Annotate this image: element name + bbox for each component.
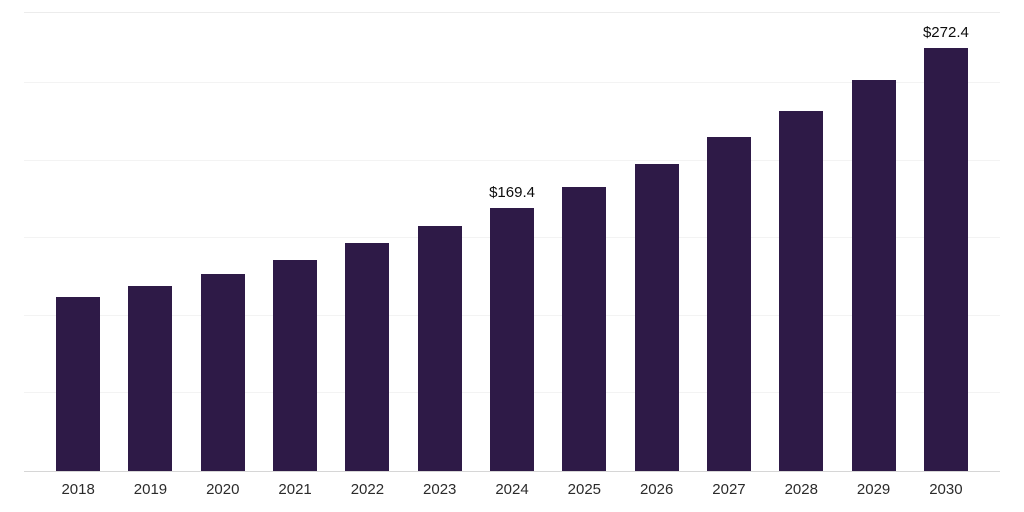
x-axis-label-2023: 2023 [423, 481, 457, 498]
plot-area: $169.4 $272.4 [24, 12, 1000, 472]
bar-slot-2022 [331, 13, 403, 471]
bar-slot-2028 [765, 13, 837, 471]
bar-2019 [128, 286, 173, 471]
bar-slot-2030: $272.4 [910, 13, 982, 471]
bar-2029 [851, 79, 896, 471]
bar-slot-2023 [404, 13, 476, 471]
x-axis-label-2024: 2024 [495, 481, 529, 498]
bar-2025 [562, 186, 607, 471]
bar-slot-2020 [187, 13, 259, 471]
bar-slot-2021 [259, 13, 331, 471]
x-axis-label-2021: 2021 [278, 481, 312, 498]
bar-value-label-2030: $272.4 [922, 24, 969, 42]
bar-value-label-2024: $169.4 [489, 184, 535, 201]
x-axis: 2018 2019 2020 2021 2022 2023 2024 2025 2026 2027… [24, 481, 1000, 498]
bar-slot-2027 [693, 13, 765, 471]
x-axis-label-2025: 2025 [567, 481, 602, 498]
bar-2021 [273, 259, 318, 471]
bar-2026 [634, 163, 679, 471]
bar-2028 [779, 110, 824, 471]
x-axis-label-2019: 2019 [133, 481, 168, 498]
bar-slot-2019 [114, 13, 186, 471]
x-axis-label-2022: 2022 [350, 481, 385, 498]
bar-2018 [56, 297, 101, 471]
x-axis-label-2029: 2029 [856, 481, 891, 498]
bar-2027 [706, 137, 751, 471]
bar-2022 [345, 242, 390, 471]
x-axis-label-2028: 2028 [784, 481, 818, 498]
x-axis-label-2020: 2020 [206, 481, 240, 498]
bar-slot-2026 [621, 13, 693, 471]
x-axis-label-2026: 2026 [639, 481, 674, 498]
bar-slot-2024: $169.4 [476, 13, 548, 471]
bar-slot-2029 [837, 13, 909, 471]
x-axis-label-2030: 2030 [929, 481, 963, 498]
bar-2030 [923, 48, 968, 471]
bar-2020 [200, 273, 245, 471]
bar-slot-2025 [548, 13, 620, 471]
x-axis-label-2018: 2018 [61, 481, 95, 498]
x-axis-label-2027: 2027 [712, 481, 746, 498]
bar-slot-2018 [42, 13, 114, 471]
bar-2024 [490, 208, 535, 471]
bar-2023 [417, 225, 462, 471]
